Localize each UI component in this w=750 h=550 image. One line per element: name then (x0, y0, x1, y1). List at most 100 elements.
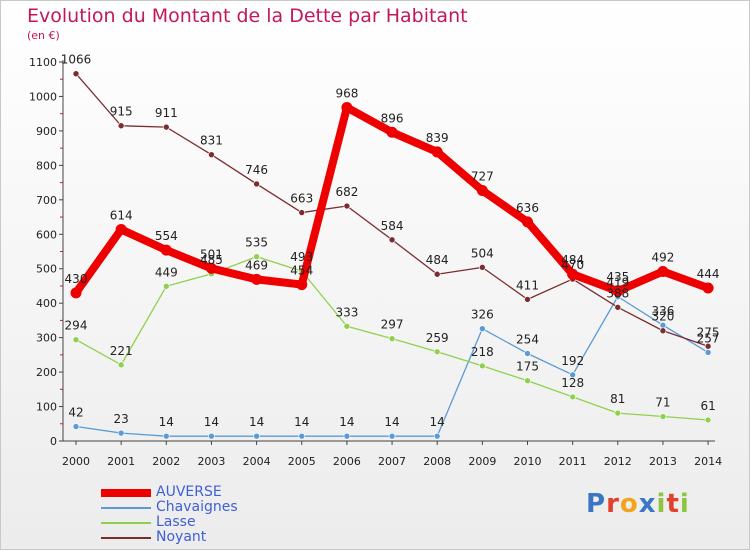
logo-letter: r (606, 489, 620, 519)
legend-item-noyant: Noyant (101, 529, 321, 545)
data-point-chavaignes (253, 432, 260, 440)
data-label-chavaignes: 419 (606, 276, 629, 290)
data-point-noyant (524, 296, 531, 303)
data-point-noyant (704, 342, 712, 350)
data-label-lasse: 175 (516, 360, 539, 374)
logo-letter: t (666, 489, 680, 519)
data-point-auverse (386, 126, 398, 138)
data-label-noyant: 911 (155, 106, 178, 120)
data-point-noyant (433, 270, 441, 278)
data-point-auverse (702, 282, 714, 294)
chart-subtitle: (en €) (27, 29, 60, 42)
data-label-auverse: 501 (200, 247, 223, 261)
data-point-chavaignes (524, 350, 531, 357)
data-label-lasse: 61 (700, 399, 715, 413)
data-label-lasse: 493 (290, 250, 313, 264)
data-label-noyant: 584 (381, 219, 404, 233)
y-tick-label: 100 (36, 401, 57, 414)
x-tick-label: 2000 (62, 455, 90, 468)
data-label-lasse: 535 (245, 236, 268, 250)
data-label-chavaignes: 14 (159, 415, 174, 429)
data-label-lasse: 81 (610, 392, 625, 406)
data-point-noyant (479, 264, 486, 271)
data-label-auverse: 444 (697, 267, 720, 281)
data-point-lasse (614, 409, 622, 417)
data-label-noyant: 682 (335, 185, 358, 199)
data-point-lasse (163, 282, 170, 290)
data-label-auverse: 469 (245, 258, 268, 272)
legend-item-auverse: AUVERSE (101, 484, 321, 500)
data-point-noyant (659, 327, 667, 335)
data-point-auverse (341, 101, 353, 113)
data-label-noyant: 320 (651, 310, 674, 324)
x-tick-label: 2012 (604, 455, 632, 468)
legend-swatch (101, 522, 151, 524)
data-point-lasse (569, 393, 576, 401)
legend-swatch (101, 507, 151, 509)
data-label-noyant: 504 (471, 246, 494, 260)
data-point-chavaignes (569, 371, 576, 379)
legend-label: Noyant (156, 529, 207, 545)
data-label-auverse: 492 (651, 250, 674, 264)
data-point-chavaignes (343, 432, 351, 440)
y-tick-label: 0 (50, 435, 57, 448)
data-point-noyant (163, 123, 170, 131)
data-point-lasse (343, 322, 351, 330)
data-label-chavaignes: 23 (114, 412, 129, 426)
data-point-auverse (431, 146, 443, 158)
data-point-auverse (522, 216, 533, 228)
data-point-lasse (659, 413, 667, 420)
data-label-auverse: 454 (290, 264, 313, 278)
logo-letter: i (679, 489, 690, 519)
y-tick-label: 800 (36, 159, 57, 172)
data-label-chavaignes: 192 (561, 354, 584, 368)
logo-letter: P (586, 489, 607, 519)
data-label-auverse: 430 (65, 272, 88, 286)
data-point-noyant (343, 202, 351, 210)
data-point-noyant (614, 304, 622, 311)
data-point-noyant (117, 122, 125, 130)
data-label-auverse: 839 (426, 131, 449, 145)
data-point-lasse (433, 348, 441, 356)
data-label-noyant: 411 (516, 278, 539, 292)
data-point-chavaignes (433, 432, 441, 440)
data-point-chavaignes (704, 349, 712, 356)
data-label-noyant: 831 (200, 134, 223, 148)
data-label-noyant: 746 (245, 163, 268, 177)
data-label-lasse: 221 (110, 344, 133, 358)
data-label-auverse: 484 (561, 253, 584, 267)
legend-swatch (101, 489, 151, 497)
data-label-lasse: 449 (155, 265, 178, 279)
data-point-auverse (160, 244, 172, 256)
data-point-chavaignes (479, 325, 486, 332)
data-label-auverse: 968 (335, 86, 358, 100)
legend-label: AUVERSE (156, 484, 222, 500)
data-label-chavaignes: 257 (697, 331, 720, 345)
y-tick-label: 1100 (29, 56, 57, 69)
data-label-lasse: 297 (381, 318, 404, 332)
data-label-chavaignes: 14 (339, 415, 354, 429)
x-tick-label: 2007 (378, 455, 406, 468)
data-point-lasse (72, 336, 80, 344)
data-point-lasse (253, 253, 260, 260)
x-tick-label: 2004 (243, 455, 271, 468)
data-label-lasse: 71 (655, 396, 670, 410)
data-label-auverse: 614 (110, 208, 133, 222)
data-point-lasse (479, 362, 486, 370)
data-label-noyant: 275 (697, 325, 720, 339)
data-point-lasse (524, 377, 531, 385)
x-tick-label: 2001 (107, 455, 135, 468)
y-tick-label: 500 (36, 263, 57, 276)
data-label-chavaignes: 336 (651, 304, 674, 318)
data-point-noyant (208, 151, 215, 158)
data-point-lasse (388, 335, 396, 342)
data-point-auverse (251, 273, 263, 285)
data-point-chavaignes (208, 432, 215, 440)
data-label-lasse: 128 (561, 376, 584, 390)
x-tick-label: 2009 (468, 455, 496, 468)
data-label-chavaignes: 14 (384, 415, 399, 429)
data-label-chavaignes: 326 (471, 308, 494, 322)
data-label-chavaignes: 42 (68, 406, 83, 420)
x-tick-label: 2005 (288, 455, 316, 468)
